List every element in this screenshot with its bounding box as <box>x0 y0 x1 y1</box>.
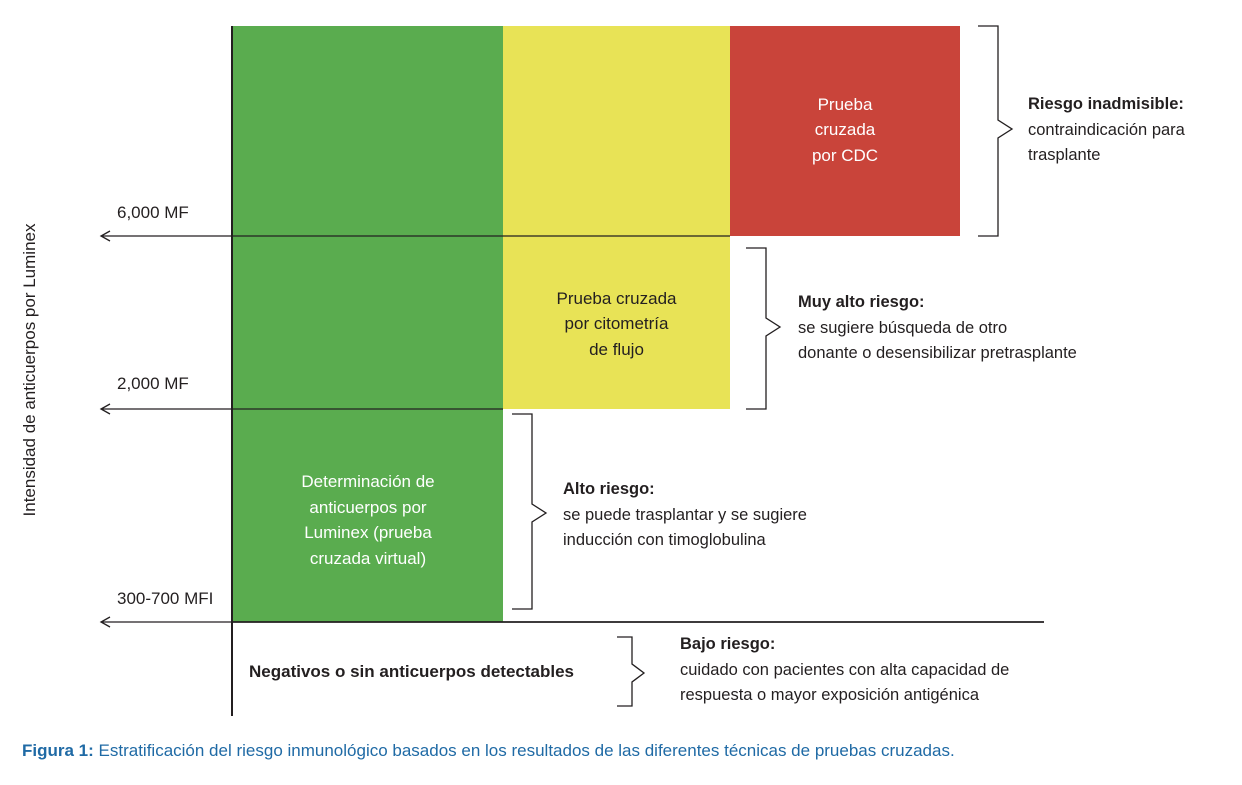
threshold-300-700-label: 300-700 MFI <box>117 589 214 608</box>
yellow-block <box>503 26 730 409</box>
bracket-high <box>512 413 548 610</box>
risk-low-title: Bajo riesgo: <box>680 635 776 653</box>
bracket-very-high <box>746 247 782 410</box>
bracket-inadmissible <box>978 25 1014 237</box>
threshold-2000-label: 2,000 MF <box>117 374 189 393</box>
figure-caption-lead: Figura 1: <box>22 741 94 760</box>
green-block <box>233 26 503 622</box>
green-block-label: Determinación de anticuerpos por Luminex… <box>301 472 435 568</box>
risk-low: Bajo riesgo: cuidado con pacientes con a… <box>680 632 1009 709</box>
yellow-block-label: Prueba cruzada por citometría de flujo <box>556 288 677 359</box>
y-axis-label: Intensidad de anticuerpos por Luminex <box>20 223 39 517</box>
figure-caption: Figura 1: Estratificación del riesgo inm… <box>22 741 955 761</box>
risk-low-desc: cuidado con pacientes con alta capacidad… <box>680 660 1010 705</box>
risk-very-high-desc: se sugiere búsqueda de otro donante o de… <box>798 318 1077 363</box>
risk-very-high-title: Muy alto riesgo: <box>798 293 925 311</box>
figure-caption-text: Estratificación del riesgo inmunológico … <box>93 741 955 760</box>
risk-very-high: Muy alto riesgo: se sugiere búsqueda de … <box>798 290 1077 367</box>
risk-high: Alto riesgo: se puede trasplantar y se s… <box>563 477 807 554</box>
risk-inadmissible-title: Riesgo inadmisible: <box>1028 95 1184 113</box>
risk-inadmissible-desc: contraindicación para trasplante <box>1028 120 1185 165</box>
red-block-label: Prueba cruzada por CDC <box>811 94 879 165</box>
negatives-label: Negativos o sin anticuerpos detectables <box>249 662 574 681</box>
risk-high-title: Alto riesgo: <box>563 480 655 498</box>
bracket-low <box>617 636 646 707</box>
red-block <box>730 26 960 236</box>
risk-high-desc: se puede trasplantar y se sugiere inducc… <box>563 505 807 550</box>
threshold-6000-label: 6,000 MF <box>117 203 189 222</box>
risk-inadmissible: Riesgo inadmisible: contraindicación par… <box>1028 92 1185 169</box>
